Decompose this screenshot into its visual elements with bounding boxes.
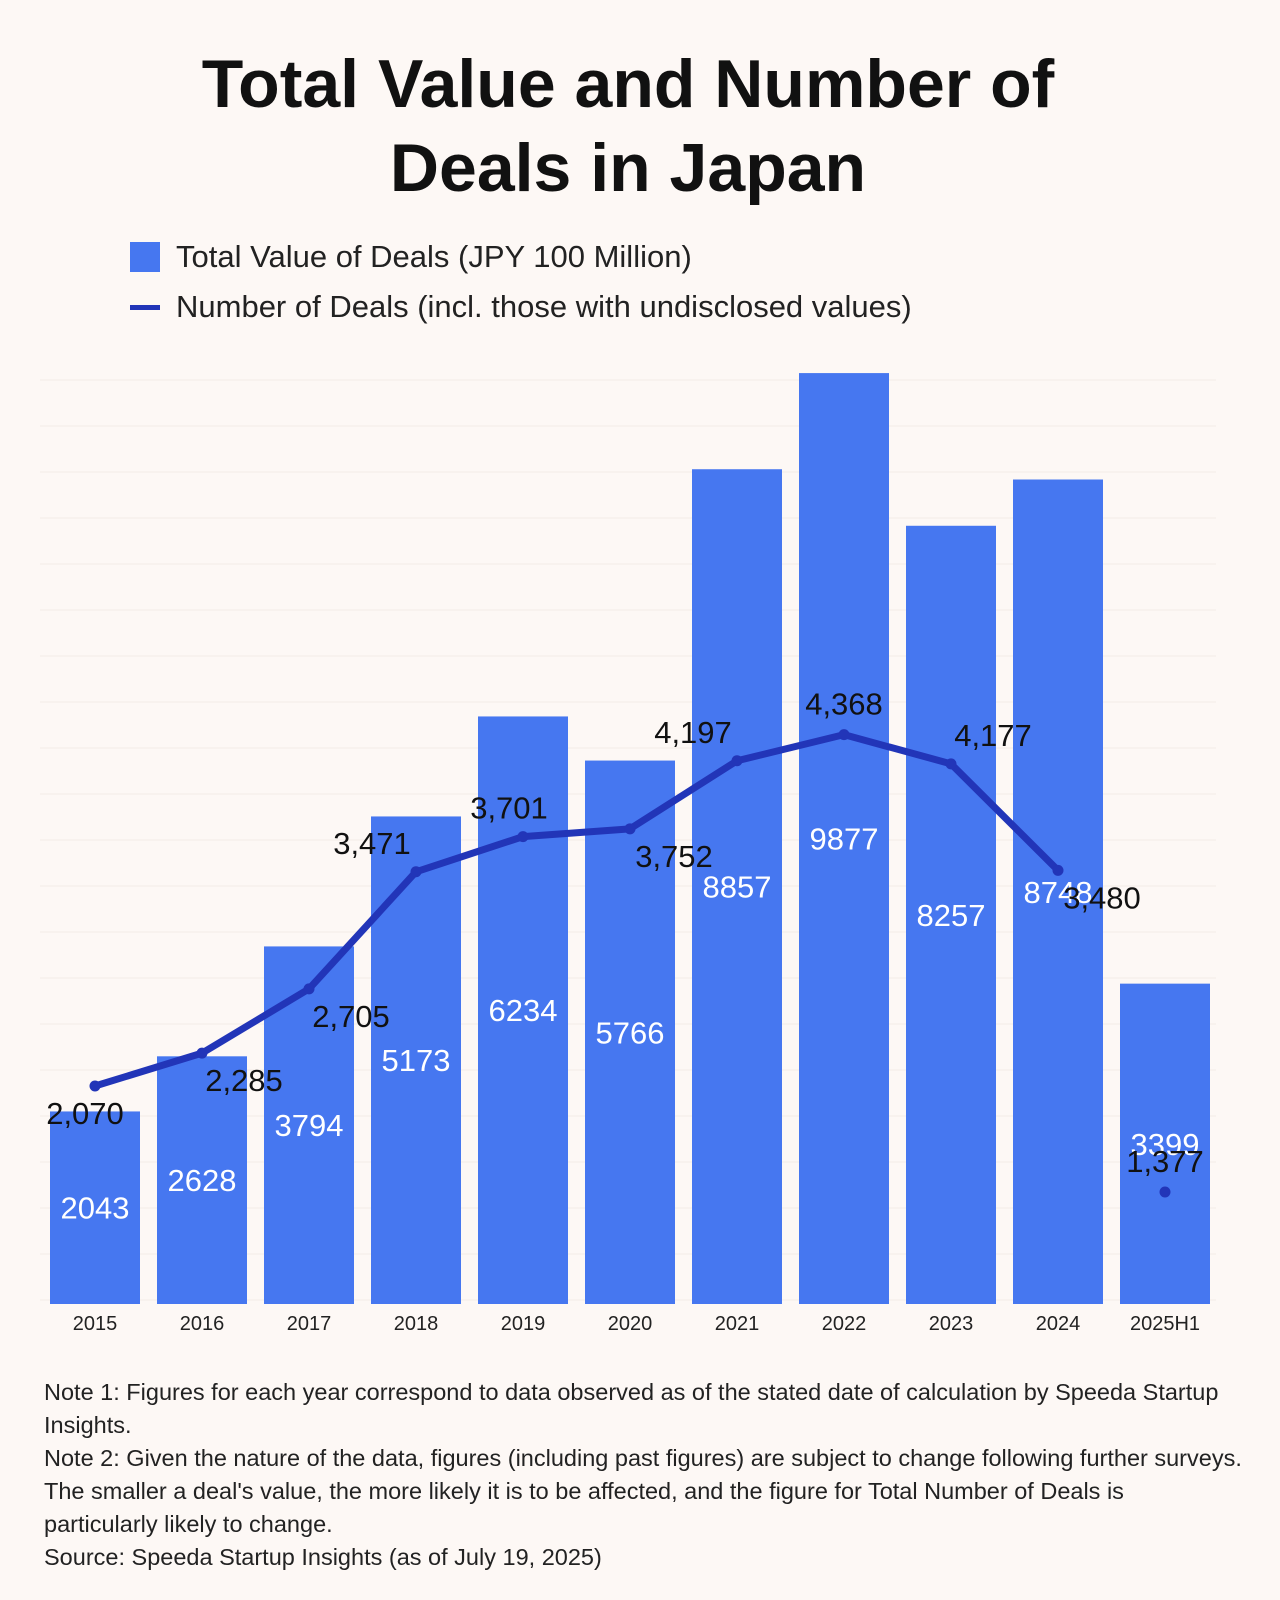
line-point-2015	[89, 1080, 101, 1092]
footnotes: Note 1: Figures for each year correspond…	[44, 1376, 1244, 1574]
legend-line-swatch	[130, 304, 160, 310]
x-tick-label: 2018	[394, 1313, 439, 1335]
bar-2025H1	[1120, 983, 1210, 1304]
line-value-label: 2,285	[205, 1063, 283, 1098]
x-tick-label: 2019	[501, 1313, 546, 1335]
bar-value-label: 8857	[703, 870, 772, 905]
bar-2024	[1013, 479, 1103, 1305]
line-value-label: 4,177	[954, 718, 1032, 753]
x-tick-label: 2025H1	[1130, 1313, 1200, 1335]
x-tick-label: 2022	[822, 1313, 867, 1335]
bar-2015	[50, 1111, 140, 1304]
legend: Total Value of Deals (JPY 100 Million) N…	[130, 232, 912, 332]
bar-value-label: 9877	[810, 822, 879, 857]
legend-item-bars: Total Value of Deals (JPY 100 Million)	[130, 232, 912, 282]
bar-2020	[585, 760, 675, 1304]
line-value-label: 2,070	[46, 1096, 124, 1131]
chart-title-line-1: Total Value and Number of	[201, 46, 1055, 122]
note-2: Note 2: Given the nature of the data, fi…	[44, 1445, 1242, 1537]
bar-value-labels: 2043 2628 3794 5173 6234 5766 8857 9877 8257 8748…	[61, 822, 1200, 1226]
line-point-2025H1	[1159, 1186, 1171, 1198]
line-point-2019	[517, 831, 529, 843]
x-tick-label: 2024	[1036, 1313, 1081, 1335]
legend-bar-label: Total Value of Deals (JPY 100 Million)	[176, 239, 692, 274]
bar-value-label: 8257	[917, 898, 986, 933]
line-value-label: 3,480	[1063, 880, 1141, 915]
line-point-2022	[838, 729, 850, 741]
bar-value-label: 5173	[382, 1043, 451, 1078]
line-value-label: 2,705	[312, 999, 390, 1034]
bar-2016	[157, 1056, 247, 1304]
bar-2018	[371, 816, 461, 1304]
deals-line	[91, 731, 1062, 1090]
line-point-2021	[731, 755, 743, 767]
bar-2022	[799, 373, 889, 1304]
line-point-2018	[410, 866, 422, 878]
bar-value-label: 8748	[1024, 875, 1093, 910]
line-point-2016	[196, 1047, 208, 1059]
line-point-2024	[1052, 864, 1064, 876]
x-tick-label: 2020	[608, 1313, 653, 1335]
bar-value-label: 6234	[489, 993, 558, 1028]
line-value-label: 1,377	[1126, 1144, 1204, 1179]
x-tick-label: 2021	[715, 1313, 760, 1335]
line-value-label: 3,471	[333, 826, 411, 861]
line-value-label: 3,701	[470, 791, 548, 826]
combo-chart: 2043 2628 3794 5173 6234 5766 8857 9877 8257 8748…	[40, 373, 1216, 1335]
chart-title-line-2: Deals in Japan	[389, 130, 867, 206]
x-tick-label: 2023	[929, 1313, 974, 1335]
x-tick-label: 2015	[73, 1313, 118, 1335]
line-point-2020	[624, 823, 636, 835]
x-tick-label: 2017	[287, 1313, 332, 1335]
x-tick-label: 2016	[180, 1313, 225, 1335]
bar-value-label: 5766	[596, 1015, 665, 1050]
bar-value-label: 3399	[1131, 1127, 1200, 1162]
x-axis-tick-labels: 2015 2016 2017 2018 2019 2020 2021 2022 2023 2024…	[73, 1313, 1200, 1335]
line-series	[89, 729, 1171, 1198]
bar-series	[50, 373, 1210, 1305]
bar-2023	[906, 525, 996, 1304]
legend-line-label: Number of Deals (incl. those with undisc…	[176, 289, 912, 324]
note-1: Note 1: Figures for each year correspond…	[44, 1379, 1219, 1438]
source-note: Source: Speeda Startup Insights (as of J…	[44, 1544, 602, 1570]
legend-bar-swatch	[130, 242, 160, 272]
line-point-2023	[945, 758, 957, 770]
bar-value-label: 2628	[168, 1163, 237, 1198]
bar-2019	[478, 716, 568, 1304]
bar-2021	[692, 469, 782, 1304]
line-value-label: 4,197	[654, 715, 732, 750]
line-value-labels: 2,070 2,285 2,705 3,471 3,701 3,752 4,197 4,368…	[46, 687, 1204, 1179]
bar-value-label: 2043	[61, 1191, 130, 1226]
line-point-2017	[303, 983, 315, 995]
line-value-label: 3,752	[635, 839, 713, 874]
line-value-label: 4,368	[805, 687, 883, 722]
chart-title: Total Value and Number of Deals in Japan	[0, 42, 1256, 210]
bar-value-label: 3794	[275, 1108, 344, 1143]
legend-item-line: Number of Deals (incl. those with undisc…	[130, 282, 912, 332]
